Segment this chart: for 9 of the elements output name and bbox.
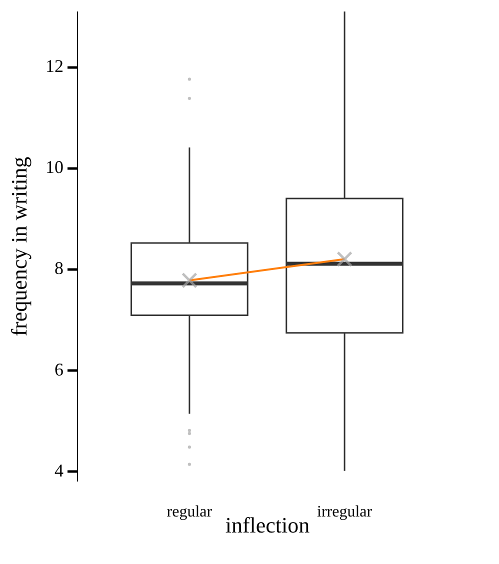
y-tick-label: 12 — [46, 56, 64, 76]
y-tick-label: 10 — [46, 157, 64, 178]
x-tick-label: regular — [166, 504, 213, 520]
x-tick-label: irregular — [317, 504, 373, 520]
x-axis-title: inflection — [225, 512, 310, 538]
y-axis-title: frequency in writing — [6, 156, 32, 336]
y-tick-label: 6 — [54, 359, 64, 380]
y-tick-label: 4 — [54, 460, 64, 480]
y-tick-label: 8 — [54, 258, 64, 278]
